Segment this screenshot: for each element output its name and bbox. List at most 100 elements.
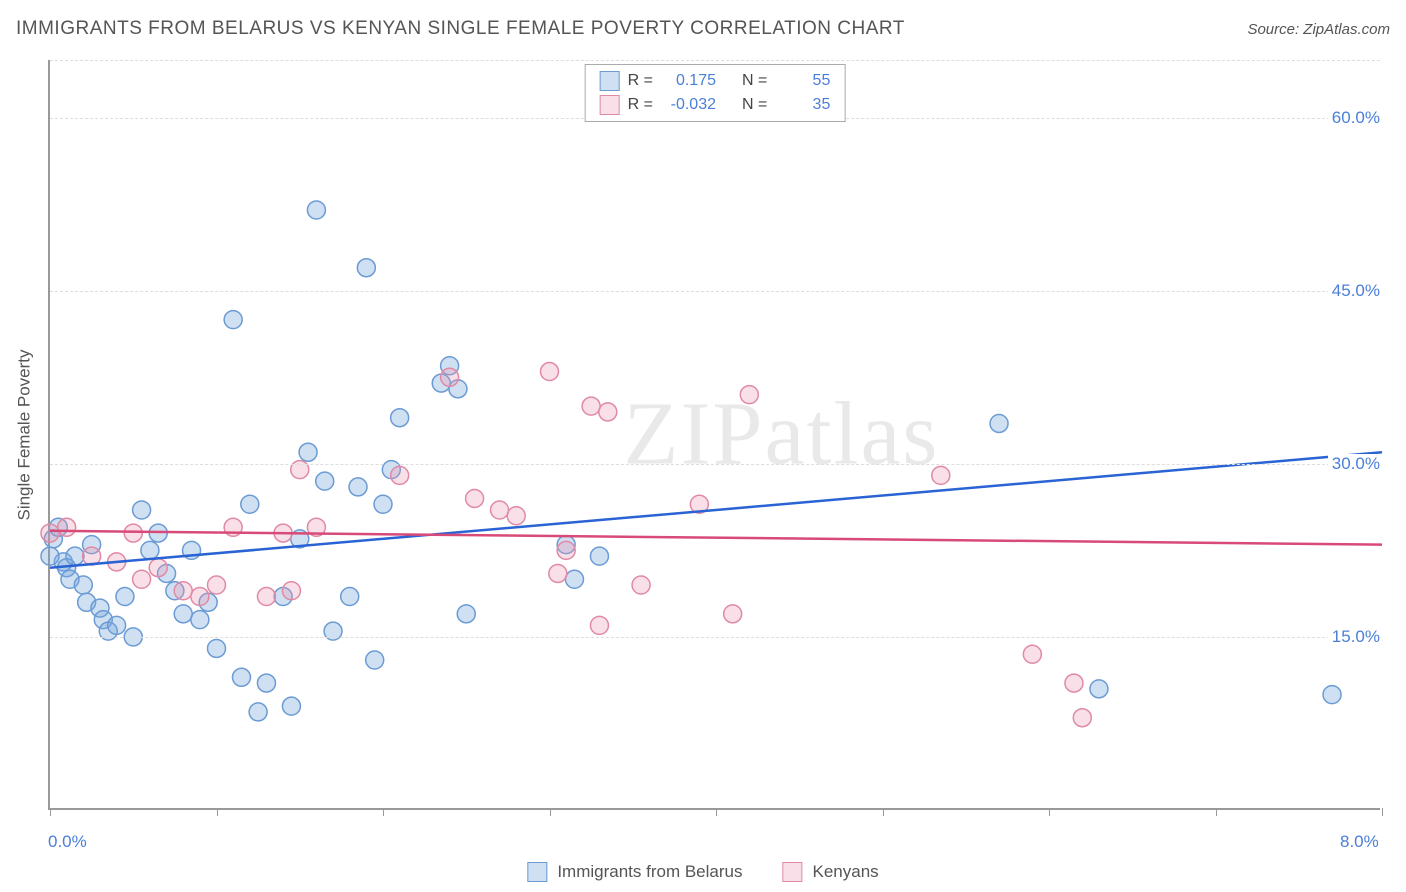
scatter-point [241,495,259,513]
scatter-point [557,541,575,559]
scatter-point [133,570,151,588]
x-tick [383,808,384,816]
scatter-point [174,582,192,600]
y-tick-label: 60.0% [1328,108,1384,128]
legend-swatch-icon [527,862,547,882]
scatter-point [133,501,151,519]
gridline-h [50,464,1380,465]
legend-swatch-icon [600,95,620,115]
scatter-point [1073,709,1091,727]
scatter-point [349,478,367,496]
scatter-point [174,605,192,623]
x-tick [217,808,218,816]
x-tick-label: 0.0% [48,832,87,852]
plot-area: ZIPatlas R =0.175N =55R =-0.032N =35 15.… [48,60,1380,810]
legend-series-item: Immigrants from Belarus [527,862,742,882]
scatter-point [391,466,409,484]
scatter-point [932,466,950,484]
legend-n-label: N = [742,72,767,90]
gridline-h [50,60,1380,61]
x-tick [883,808,884,816]
scatter-point [441,368,459,386]
scatter-point [299,443,317,461]
legend-r-value: -0.032 [661,96,716,114]
scatter-point [282,582,300,600]
scatter-point [632,576,650,594]
scatter-point [208,576,226,594]
x-tick [1216,808,1217,816]
legend-series-label: Kenyans [813,862,879,882]
x-tick [550,808,551,816]
chart-title: IMMIGRANTS FROM BELARUS VS KENYAN SINGLE… [16,18,905,40]
chart-container: IMMIGRANTS FROM BELARUS VS KENYAN SINGLE… [0,0,1406,892]
scatter-point [341,588,359,606]
scatter-point [565,570,583,588]
legend-series-label: Immigrants from Belarus [557,862,742,882]
scatter-point [1065,674,1083,692]
scatter-point [491,501,509,519]
scatter-point [108,616,126,634]
scatter-point [41,524,59,542]
title-bar: IMMIGRANTS FROM BELARUS VS KENYAN SINGLE… [16,18,1390,40]
scatter-point [1323,686,1341,704]
scatter-point [116,588,134,606]
y-axis-title-container: Single Female Poverty [10,60,40,810]
scatter-point [357,259,375,277]
scatter-point [507,507,525,525]
scatter-point [257,674,275,692]
source-attribution: Source: ZipAtlas.com [1247,21,1390,38]
scatter-point [316,472,334,490]
legend-r-label: R = [628,96,653,114]
scatter-point [391,409,409,427]
x-tick [1382,808,1383,816]
legend-r-label: R = [628,72,653,90]
scatter-point [307,201,325,219]
legend-n-value: 55 [775,72,830,90]
scatter-point [232,668,250,686]
scatter-point [224,311,242,329]
scatter-point [74,576,92,594]
x-tick-label: 8.0% [1340,832,1379,852]
y-tick-label: 15.0% [1328,627,1384,647]
scatter-point [740,386,758,404]
scatter-point [141,541,159,559]
scatter-point [466,489,484,507]
scatter-point [1023,645,1041,663]
y-axis-title: Single Female Poverty [15,349,35,520]
x-tick [1049,808,1050,816]
scatter-point [282,697,300,715]
scatter-point [41,547,59,565]
legend-r-value: 0.175 [661,72,716,90]
legend-stats-row: R = 0.175 N = 55 [600,69,831,93]
scatter-point [1090,680,1108,698]
scatter-point [191,588,209,606]
legend-bottom: Immigrants from Belarus Kenyans [527,862,878,882]
x-tick [50,808,51,816]
y-tick-label: 30.0% [1328,454,1384,474]
y-tick-label: 45.0% [1328,281,1384,301]
legend-n-value: 35 [775,96,830,114]
legend-n-label: N = [742,96,767,114]
gridline-h [50,637,1380,638]
scatter-point [541,363,559,381]
scatter-point [599,403,617,421]
plot-svg [50,60,1380,808]
scatter-point [990,414,1008,432]
x-tick [716,808,717,816]
scatter-point [457,605,475,623]
scatter-point [249,703,267,721]
legend-swatch-icon [600,71,620,91]
scatter-point [590,547,608,565]
scatter-point [58,518,76,536]
legend-swatch-icon [783,862,803,882]
legend-stats-row: R = -0.032 N = 35 [600,93,831,117]
scatter-point [149,559,167,577]
scatter-point [257,588,275,606]
trend-line [50,531,1382,545]
scatter-point [374,495,392,513]
scatter-point [124,524,142,542]
legend-series-item: Kenyans [783,862,879,882]
scatter-point [549,564,567,582]
scatter-point [191,611,209,629]
scatter-point [366,651,384,669]
